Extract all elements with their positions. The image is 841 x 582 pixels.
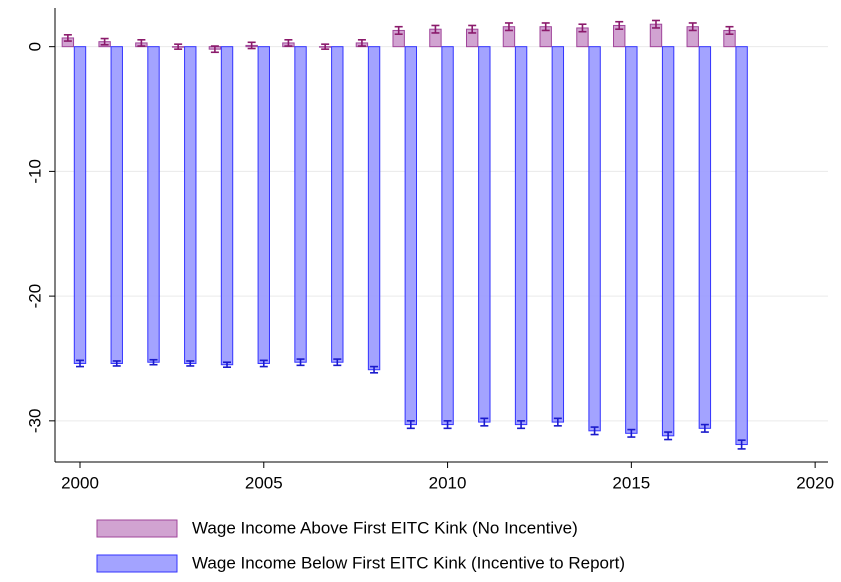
error-bar bbox=[186, 360, 195, 367]
legend-label: Wage Income Above First EITC Kink (No In… bbox=[192, 518, 578, 537]
error-bar bbox=[210, 45, 219, 54]
bar bbox=[220, 46, 234, 366]
error-bar bbox=[174, 43, 183, 50]
bar bbox=[478, 46, 491, 423]
x-tick-label: 2005 bbox=[245, 473, 283, 492]
error-bar bbox=[321, 43, 330, 50]
error-bar bbox=[100, 37, 109, 46]
error-bar bbox=[688, 22, 697, 32]
y-tick-label: -20 bbox=[25, 284, 44, 309]
error-bar bbox=[578, 23, 587, 33]
x-tick-label: 2000 bbox=[61, 473, 99, 492]
bar bbox=[331, 46, 344, 363]
error-bar bbox=[296, 358, 305, 367]
bar bbox=[514, 46, 528, 426]
error-bar bbox=[259, 359, 268, 368]
error-bar bbox=[590, 426, 599, 436]
bar bbox=[184, 46, 197, 364]
error-bar bbox=[553, 417, 562, 427]
error-bar bbox=[651, 19, 660, 29]
error-bar bbox=[333, 358, 342, 367]
bar bbox=[404, 46, 418, 426]
error-bar bbox=[406, 420, 415, 430]
legend-label: Wage Income Below First EITC Kink (Incen… bbox=[192, 553, 625, 572]
error-bar bbox=[700, 423, 709, 433]
error-bar bbox=[247, 41, 256, 50]
error-bar bbox=[357, 39, 366, 47]
bar bbox=[110, 46, 123, 364]
bar bbox=[147, 46, 160, 363]
error-bar bbox=[137, 39, 146, 47]
y-tick-label: -10 bbox=[25, 159, 44, 184]
y-tick-label: 0 bbox=[25, 42, 44, 51]
legend-swatch bbox=[96, 519, 178, 538]
error-bar bbox=[541, 22, 550, 32]
bar bbox=[698, 46, 712, 429]
x-tick-label: 2010 bbox=[429, 473, 467, 492]
error-bar bbox=[75, 359, 84, 368]
bar bbox=[294, 46, 307, 363]
error-bar bbox=[725, 25, 734, 35]
bar bbox=[73, 46, 87, 364]
y-tick-label: -30 bbox=[25, 409, 44, 434]
error-bar bbox=[394, 25, 403, 35]
error-bar bbox=[443, 420, 452, 430]
error-bar bbox=[112, 360, 121, 367]
bar bbox=[588, 46, 601, 432]
error-bar bbox=[517, 420, 526, 430]
legend-swatch bbox=[96, 554, 178, 573]
error-bar bbox=[504, 22, 513, 32]
error-bar bbox=[223, 361, 232, 369]
bar bbox=[625, 46, 638, 434]
bar bbox=[551, 46, 565, 423]
error-bar bbox=[480, 417, 489, 427]
error-bar bbox=[468, 24, 477, 34]
error-bar bbox=[627, 428, 636, 438]
bar bbox=[441, 46, 454, 426]
bar bbox=[367, 46, 381, 371]
error-bar bbox=[284, 39, 293, 47]
bar bbox=[257, 46, 270, 364]
error-bar bbox=[615, 20, 624, 31]
bar bbox=[661, 46, 675, 437]
bar bbox=[735, 46, 748, 446]
x-tick-label: 2020 bbox=[796, 473, 834, 492]
error-bar bbox=[431, 24, 440, 34]
error-bar bbox=[63, 34, 72, 42]
error-bar bbox=[149, 358, 158, 366]
error-bar bbox=[370, 365, 379, 374]
error-bar bbox=[737, 439, 746, 450]
error-bar bbox=[664, 431, 673, 441]
x-tick-label: 2015 bbox=[612, 473, 650, 492]
